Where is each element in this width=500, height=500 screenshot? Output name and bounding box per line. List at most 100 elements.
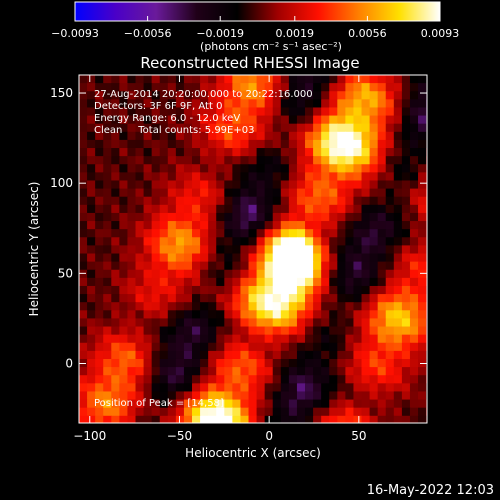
heatmap-cell: [240, 221, 250, 230]
heatmap-cell: [224, 221, 233, 230]
heatmap-cell: [143, 294, 153, 303]
heatmap-cell: [313, 350, 322, 360]
heatmap-cell: [401, 107, 411, 117]
heatmap-cell: [361, 75, 371, 84]
heatmap-cell: [321, 424, 330, 433]
heatmap-cell: [175, 261, 185, 271]
heatmap-cell: [248, 383, 258, 393]
heatmap-cell: [127, 91, 137, 100]
heatmap-cell: [87, 115, 96, 125]
heatmap-cell: [256, 139, 266, 149]
heatmap-cell: [280, 350, 290, 360]
heatmap-cell: [127, 245, 137, 255]
heatmap-cell: [208, 204, 217, 214]
heatmap-cell: [240, 148, 250, 157]
heatmap-cell: [264, 139, 274, 149]
heatmap-cell: [175, 350, 185, 360]
heatmap-cell: [167, 350, 177, 360]
heatmap-cell: [103, 180, 112, 190]
heatmap-cell: [313, 107, 322, 117]
heatmap-cell: [296, 245, 306, 255]
heatmap-cell: [111, 172, 120, 182]
heatmap-cell: [79, 99, 88, 109]
heatmap-cell: [224, 115, 233, 125]
heatmap-cell: [353, 415, 363, 423]
heatmap-cell: [79, 245, 88, 255]
heatmap-cell: [296, 334, 306, 344]
heatmap-cell: [409, 237, 419, 246]
heatmap-cell: [208, 91, 217, 100]
heatmap-cell: [345, 172, 355, 182]
heatmap-cell: [87, 269, 96, 279]
heatmap-cell: [305, 196, 314, 206]
heatmap-cell: [111, 350, 120, 360]
heatmap-cell: [248, 326, 258, 336]
heatmap-cell: [159, 253, 169, 263]
heatmap-cell: [175, 326, 185, 336]
heatmap-cell: [216, 164, 225, 173]
heatmap-cell: [143, 334, 153, 344]
y-tick-label: 100: [50, 176, 73, 190]
heatmap-cell: [272, 277, 282, 287]
heatmap-cell: [377, 99, 387, 109]
heatmap-cell: [288, 131, 298, 141]
heatmap-cell: [272, 375, 282, 384]
heatmap-cell: [409, 107, 419, 117]
heatmap-cell: [361, 350, 371, 360]
heatmap-cell: [175, 139, 185, 149]
heatmap-cell: [305, 277, 314, 287]
heatmap-cell: [377, 148, 387, 157]
heatmap-cell: [393, 302, 403, 311]
heatmap-cell: [313, 407, 322, 417]
heatmap-cell: [361, 302, 371, 311]
heatmap-cell: [321, 415, 330, 423]
heatmap-cell: [345, 367, 355, 376]
heatmap-cell: [410, 424, 419, 433]
heatmap-cell: [95, 399, 104, 409]
heatmap-cell: [79, 172, 88, 182]
heatmap-cell: [369, 285, 379, 295]
heatmap-cell: [329, 399, 338, 409]
heatmap-cell: [183, 277, 193, 287]
heatmap-cell: [345, 285, 355, 295]
heatmap-cell: [151, 75, 161, 84]
heatmap-cell: [200, 294, 209, 303]
heatmap-cell: [434, 245, 443, 254]
heatmap-cell: [337, 294, 346, 303]
heatmap-cell: [273, 424, 282, 433]
heatmap-cell: [353, 148, 363, 157]
heatmap-cell: [192, 277, 201, 287]
heatmap-cell: [183, 188, 193, 198]
heatmap-cell: [159, 139, 169, 149]
heatmap-cell: [401, 391, 411, 401]
heatmap-cell: [87, 277, 96, 287]
heatmap-cell: [200, 188, 209, 198]
heatmap-cell: [135, 245, 145, 255]
heatmap-cell: [216, 407, 225, 417]
heatmap-cell: [337, 367, 346, 376]
heatmap-cell: [87, 399, 96, 409]
heatmap-cell: [393, 229, 403, 238]
heatmap-cell: [216, 269, 225, 279]
heatmap-cell: [337, 277, 346, 287]
heatmap-cell: [79, 139, 88, 149]
heatmap-cell: [240, 196, 250, 206]
heatmap-cell: [305, 269, 314, 279]
heatmap-cell: [280, 172, 290, 182]
heatmap-cell: [111, 131, 120, 141]
annotation-energy-range: Energy Range: 6.0 - 12.0 keV: [94, 113, 240, 124]
heatmap-cell: [79, 350, 88, 360]
heatmap-cell: [361, 375, 371, 384]
heatmap-cell: [135, 342, 145, 352]
heatmap-cell: [385, 188, 395, 198]
heatmap-cell: [159, 131, 169, 141]
heatmap-cell: [87, 302, 96, 311]
heatmap-cell: [240, 424, 249, 433]
heatmap-cell: [272, 294, 282, 303]
heatmap-cell: [393, 277, 403, 287]
heatmap-cell: [434, 99, 443, 108]
heatmap-cell: [321, 277, 330, 287]
heatmap-cell: [95, 277, 104, 287]
heatmap-cell: [280, 326, 290, 336]
heatmap-cell: [321, 75, 330, 84]
